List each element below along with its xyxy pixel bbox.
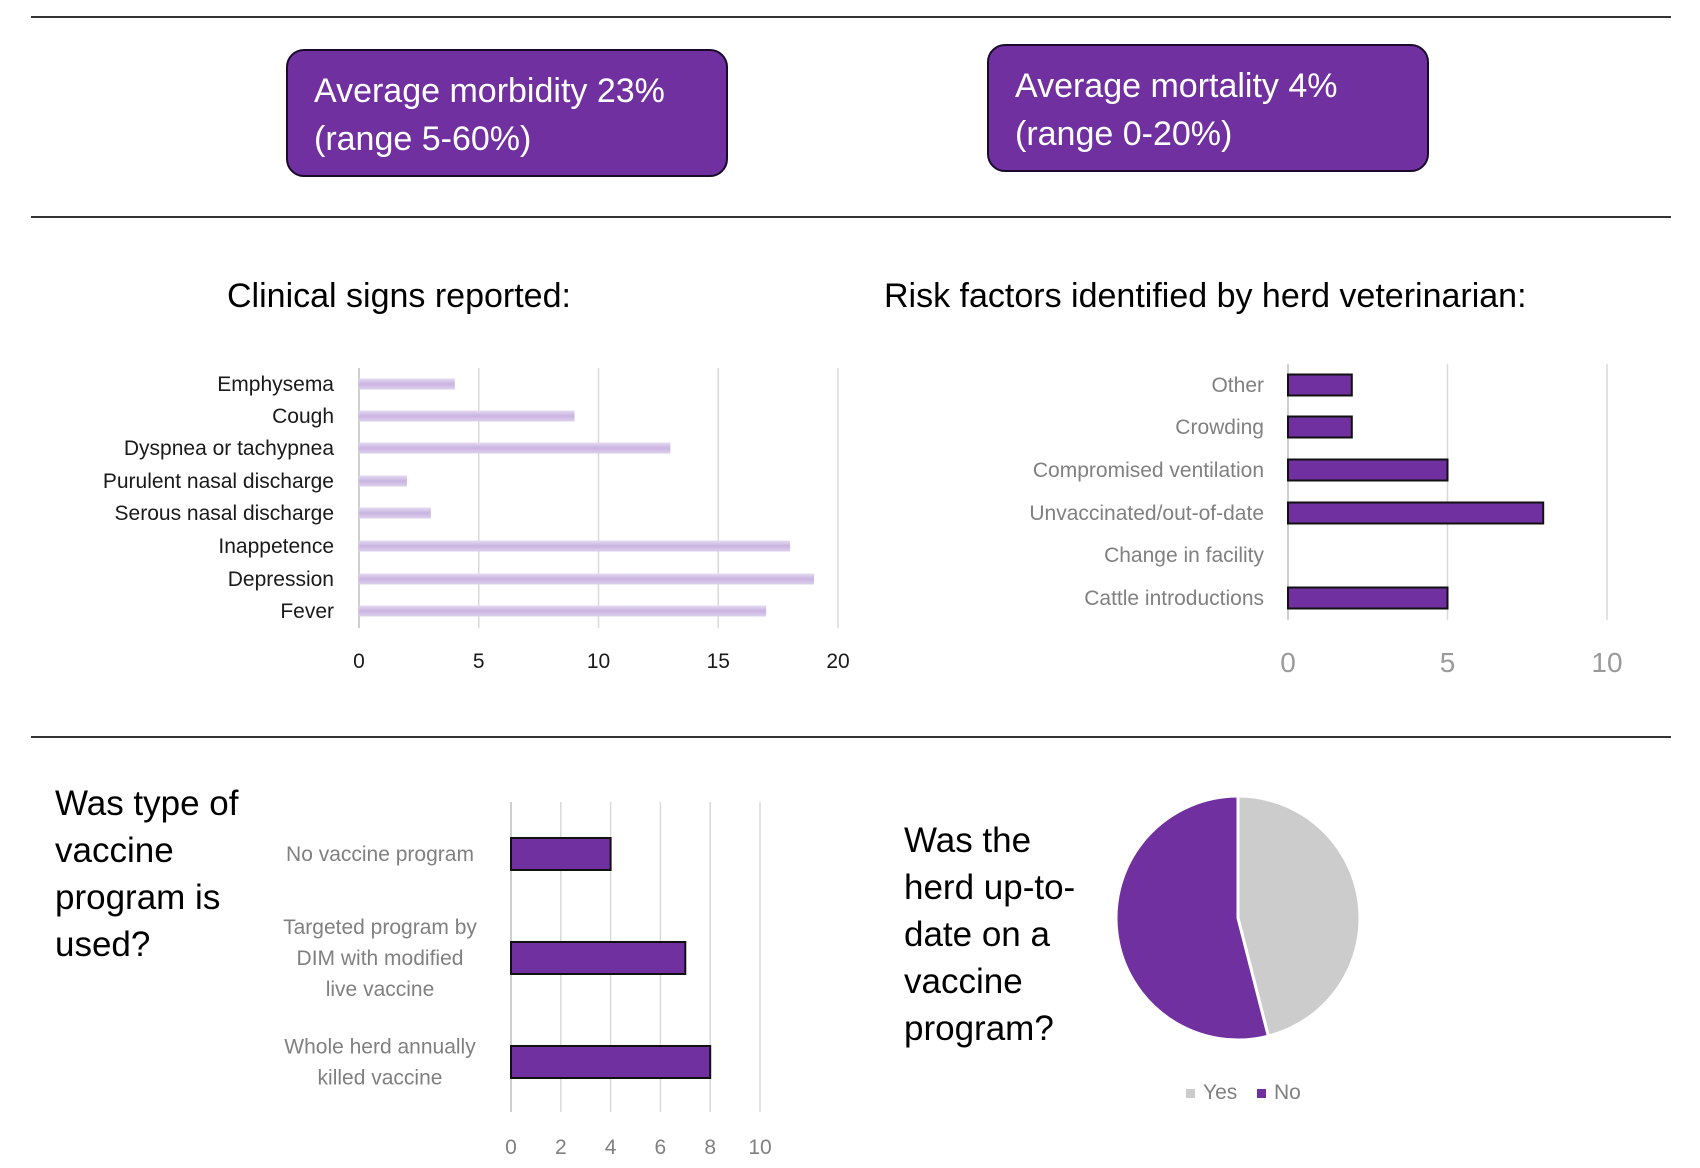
mortality-box: Average mortality 4% (range 0-20%) (987, 44, 1429, 172)
clinical-signs-category-label: Inappetence (218, 535, 334, 558)
vaccine-type-question-line: vaccine (55, 831, 174, 870)
clinical-signs-category-label: Emphysema (217, 373, 334, 396)
risk-factors-category-label: Change in facility (1104, 544, 1264, 567)
clinical-signs-bar (359, 378, 455, 390)
clinical-signs-category-label: Depression (228, 568, 334, 591)
clinical-signs-tick-label: 0 (353, 650, 365, 673)
vaccine-program-type-category-label: live vaccine (326, 978, 435, 1001)
clinical-signs-bar (359, 507, 431, 519)
vaccine-program-type-category-label: Whole herd annually (284, 1036, 476, 1059)
up-to-date-question-line: date on a (904, 915, 1050, 954)
vaccine-program-type-tick-label: 4 (605, 1136, 617, 1159)
risk-factors-bar (1287, 373, 1353, 397)
up-to-date-question-line: program? (904, 1009, 1054, 1048)
risk-factors-tick-label: 5 (1440, 647, 1456, 678)
risk-factors-title: Risk factors identified by herd veterina… (884, 277, 1527, 315)
up-to-date-question: Was the herd up-to- date on a vaccine pr… (904, 817, 1075, 1052)
vaccine-program-type-tick-label: 0 (505, 1136, 517, 1159)
risk-factors-bar (1287, 458, 1449, 482)
clinical-signs-bar (359, 442, 671, 454)
risk-factors-bar (1287, 415, 1353, 439)
risk-factors-tick-label: 10 (1591, 647, 1622, 678)
clinical-signs-bar (359, 605, 767, 617)
clinical-signs-bar (359, 540, 791, 552)
vaccine-program-type-category-label: DIM with modified (297, 947, 464, 970)
risk-factors-tick-label: 0 (1280, 647, 1296, 678)
morbidity-line1: Average morbidity 23% (314, 72, 665, 110)
risk-factors-category-label: Other (1211, 374, 1264, 397)
vaccine-type-question: Was type of vaccine program is used? (55, 780, 239, 968)
clinical-signs-category-label: Fever (280, 600, 334, 623)
risk-factors-category-label: Crowding (1175, 416, 1264, 439)
clinical-signs-title: Clinical signs reported: (227, 277, 571, 315)
middle-rule (31, 216, 1671, 218)
pie-slice-yes (1236, 794, 1362, 1038)
mortality-line2: (range 0-20%) (1015, 115, 1233, 153)
lower-rule (31, 736, 1671, 738)
vaccine-type-question-line: used? (55, 925, 151, 964)
risk-factors-bar (1287, 501, 1545, 525)
top-rule (31, 16, 1671, 18)
risk-factors-bar (1287, 586, 1449, 610)
clinical-signs-tick-label: 10 (587, 650, 610, 673)
pie-slice-no (1114, 794, 1271, 1042)
clinical-signs-tick-label: 15 (707, 650, 730, 673)
morbidity-box: Average morbidity 23% (range 5-60%) (286, 49, 728, 177)
legend-label-no: No (1274, 1081, 1301, 1104)
vaccine-type-question-line: Was type of (55, 784, 239, 823)
vaccine-program-type-bar (510, 1045, 712, 1079)
vaccine-program-type-tick-label: 10 (748, 1136, 771, 1159)
legend-swatch-no (1257, 1089, 1266, 1098)
clinical-signs-tick-label: 20 (826, 650, 849, 673)
risk-factors-category-label: Cattle introductions (1084, 587, 1264, 610)
vaccine-program-type-tick-label: 6 (655, 1136, 667, 1159)
risk-factors-category-label: Unvaccinated/out-of-date (1029, 502, 1264, 525)
clinical-signs-bar (359, 475, 407, 487)
vaccine-program-type-category-label: No vaccine program (286, 843, 474, 866)
up-to-date-question-line: Was the (904, 821, 1032, 860)
vaccine-program-type-tick-label: 8 (704, 1136, 716, 1159)
clinical-signs-category-label: Cough (272, 405, 334, 428)
vaccine-program-type-bar (510, 941, 687, 975)
clinical-signs-category-label: Dyspnea or tachypnea (124, 437, 334, 460)
vaccine-program-type-category-label: Targeted program by (283, 916, 477, 939)
morbidity-line2: (range 5-60%) (314, 120, 532, 158)
legend-swatch-yes (1186, 1089, 1195, 1098)
clinical-signs-bar (359, 410, 575, 422)
up-to-date-question-line: herd up-to- (904, 868, 1076, 907)
risk-factors-category-label: Compromised ventilation (1033, 459, 1264, 482)
vaccine-program-type-tick-label: 2 (555, 1136, 567, 1159)
vaccine-program-type-category-label: killed vaccine (318, 1067, 443, 1090)
clinical-signs-tick-label: 5 (473, 650, 485, 673)
clinical-signs-bar (359, 573, 815, 585)
vaccine-type-question-line: program is (55, 878, 221, 917)
vaccine-program-type-bar (510, 837, 612, 871)
clinical-signs-category-label: Purulent nasal discharge (103, 470, 334, 493)
clinical-signs-category-label: Serous nasal discharge (115, 502, 334, 525)
mortality-line1: Average mortality 4% (1015, 67, 1338, 105)
legend-label-yes: Yes (1203, 1081, 1237, 1104)
up-to-date-question-line: vaccine (904, 962, 1023, 1001)
